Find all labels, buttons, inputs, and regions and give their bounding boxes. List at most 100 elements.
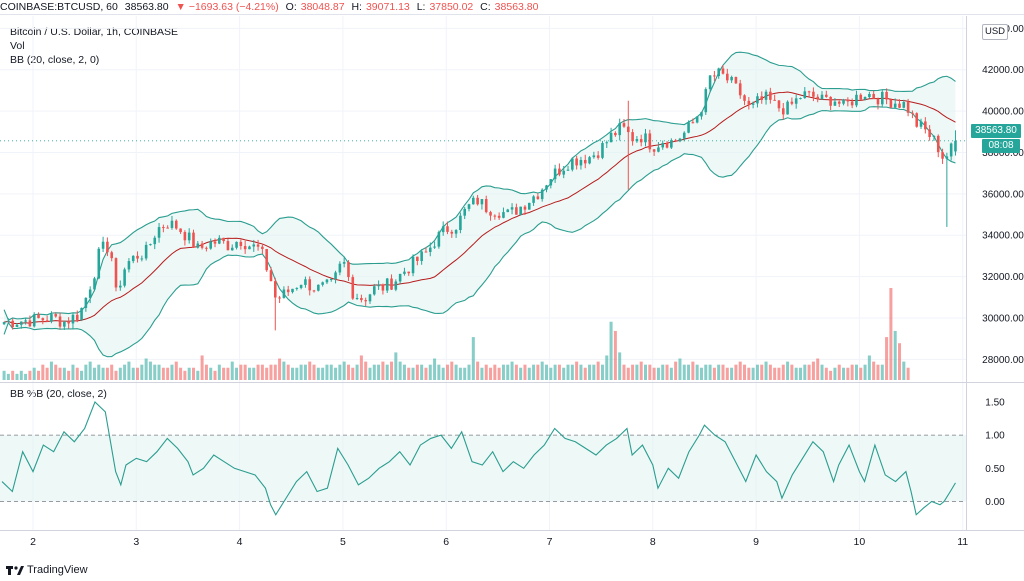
candle-body (295, 287, 299, 289)
candle-body (218, 237, 221, 244)
volume-bar (751, 367, 755, 380)
volume-bar (377, 364, 381, 380)
volume-bar (816, 358, 820, 380)
candle-body (450, 231, 454, 234)
candle-body (936, 135, 940, 153)
candle-body (738, 83, 742, 96)
volume-bar (850, 364, 854, 380)
candle-body (273, 281, 277, 298)
candle-body (924, 121, 927, 130)
candle-body (816, 96, 820, 100)
volume-bar (644, 364, 648, 380)
volume-bar (41, 364, 45, 380)
volume-bar (80, 370, 84, 380)
candle-body (497, 215, 501, 218)
volume-bar (127, 361, 131, 380)
candle-body (45, 320, 49, 322)
volume-bar (652, 367, 656, 380)
volume-bar (273, 364, 277, 380)
volume-bar (699, 367, 703, 380)
tradingview-brand[interactable]: TradingView (6, 561, 88, 579)
volume-bar (191, 367, 196, 380)
candle-body (41, 318, 45, 321)
candle-body (734, 76, 738, 84)
volume-bar (62, 367, 66, 380)
volume-legend[interactable]: Vol (10, 40, 25, 52)
price-change: ▼ −1693.63 (−4.21%) (175, 1, 279, 13)
candle-body (751, 103, 755, 105)
candle-body (114, 258, 118, 288)
candle-body (360, 297, 363, 301)
price-tick-label: 36000.00 (982, 189, 1024, 200)
volume-bar (743, 364, 747, 380)
candle-body (226, 241, 230, 251)
candle-body (7, 320, 10, 323)
candle-body (846, 99, 850, 102)
candle-body (136, 255, 139, 259)
candle-body (717, 68, 720, 77)
volume-bar (476, 361, 480, 380)
candle-body (248, 246, 251, 250)
volume-bar (549, 367, 553, 380)
volume-bar (45, 367, 49, 380)
volume-bar (71, 364, 75, 380)
volume-bar (334, 367, 338, 380)
candle-body (575, 158, 578, 166)
candle-body (127, 261, 131, 270)
volume-bar (394, 352, 398, 380)
price-tick-label: 42000.00 (982, 65, 1024, 76)
candle-body (179, 228, 182, 233)
price-tick-label: 30000.00 (982, 313, 1024, 324)
candle-body (803, 91, 807, 99)
volume-bar (183, 370, 187, 380)
volume-bar (570, 364, 574, 380)
candle-body (299, 284, 303, 288)
volume-bar (204, 364, 208, 380)
volume-bar (454, 364, 458, 380)
bb-percent-legend[interactable]: BB %B (20, close, 2) (10, 388, 107, 400)
candle-body (377, 284, 380, 287)
volume-bar (290, 367, 295, 380)
candle-body (239, 241, 243, 247)
volume-bar (897, 343, 902, 380)
candle-body (153, 237, 157, 245)
volume-bar (592, 364, 596, 380)
volume-bar (583, 367, 587, 380)
volume-bar (880, 364, 884, 380)
candle-body (364, 300, 367, 302)
candle-body (954, 140, 957, 152)
volume-bar (867, 355, 871, 380)
volume-bar (588, 364, 592, 380)
candle-body (540, 189, 544, 200)
volume-bar (575, 361, 579, 380)
candle-body (230, 247, 234, 251)
candle-body (144, 244, 148, 259)
volume-bar (842, 367, 846, 380)
volume-bar (58, 367, 62, 380)
volume-bar (11, 370, 15, 380)
currency-button[interactable]: USD (982, 24, 1008, 40)
volume-bar (600, 364, 604, 380)
candle-body (773, 99, 776, 101)
candle-body (657, 147, 660, 152)
candle-body (911, 112, 914, 114)
candle-body (407, 271, 411, 274)
volume-bar (157, 364, 161, 380)
candle-body (308, 279, 312, 291)
bollinger-legend[interactable]: BB (20, close, 2, 0) (10, 54, 100, 66)
volume-bar (351, 367, 355, 380)
volume-bar (820, 364, 824, 380)
candle-body (902, 102, 906, 108)
candle-body (777, 100, 781, 109)
candle-body (579, 159, 583, 166)
candle-body (790, 101, 794, 104)
candle-body (704, 89, 708, 113)
volume-bar (101, 367, 105, 380)
volume-bar (2, 370, 6, 380)
volume-bar (179, 367, 183, 380)
volume-bar (265, 367, 269, 380)
candle-body (243, 246, 247, 250)
volume-bar (174, 361, 178, 380)
volume-bar (626, 367, 630, 380)
